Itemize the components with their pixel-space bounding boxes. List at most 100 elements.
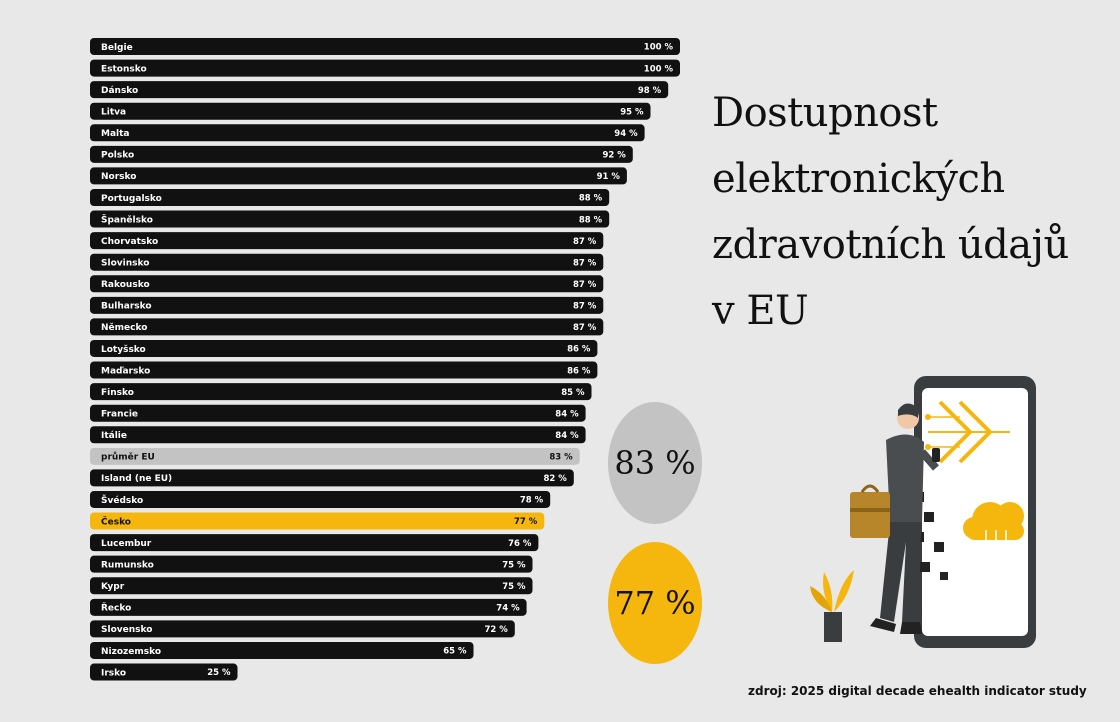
bar-label: Německo <box>101 322 147 333</box>
bar-slovinsko <box>90 253 604 271</box>
bar-label: Nizozemsko <box>101 647 161 657</box>
bar-loty-sko <box>90 339 598 357</box>
bar-label: Island (ne EU) <box>101 474 172 484</box>
bar-francie <box>90 404 586 422</box>
bar-rumunsko <box>90 555 533 573</box>
bar-value-label: 87 % <box>573 323 597 333</box>
bar-value-label: 86 % <box>567 345 591 355</box>
bar-label: Česko <box>101 515 131 527</box>
bar-value-label: 87 % <box>573 280 597 290</box>
title-line-4: v EU <box>712 288 809 334</box>
bar-value-label: 100 % <box>644 64 674 74</box>
bar-label: Malta <box>101 129 130 139</box>
bar-value-label: 91 % <box>597 172 621 182</box>
bar-value-label: 75 % <box>502 582 526 592</box>
bar-value-label: 75 % <box>502 560 526 570</box>
bar-value-label: 92 % <box>602 151 626 161</box>
bar-value-label: 72 % <box>484 625 508 635</box>
bar-value-label: 94 % <box>614 129 638 139</box>
bar-value-label: 86 % <box>567 366 591 376</box>
bar-value-label: 84 % <box>555 409 579 419</box>
bar-label: Dánsko <box>101 86 138 96</box>
bar-estonsko <box>90 59 680 77</box>
bar-label: Irsko <box>101 668 126 678</box>
bar-label: Lotyšsko <box>101 344 146 355</box>
bar-value-label: 25 % <box>207 668 231 678</box>
title-line-3: zdravotních údajů <box>712 222 1069 268</box>
bar-label: Estonsko <box>101 64 147 74</box>
bar-pr-m-r-eu <box>90 447 580 465</box>
bar-value-label: 83 % <box>549 453 573 463</box>
czechia-value: 77 % <box>614 584 696 622</box>
bar-belgie <box>90 38 680 55</box>
bar-label: Polsko <box>101 151 134 161</box>
title-line-1: Dostupnost <box>712 90 938 136</box>
bar-value-label: 85 % <box>561 388 585 398</box>
bar-litva <box>90 102 651 120</box>
bar-label: Francie <box>101 409 138 419</box>
bar-label: Portugalsko <box>101 194 162 204</box>
bar-value-label: 76 % <box>508 539 532 549</box>
source-note: zdroj: 2025 digital decade ehealth indic… <box>748 684 1087 698</box>
bar-norsko <box>90 167 627 185</box>
bar-value-label: 77 % <box>514 517 538 527</box>
bar-label: Norsko <box>101 172 136 182</box>
bar-value-label: 95 % <box>620 107 644 117</box>
cloud-icon <box>963 502 1024 550</box>
woman-with-briefcase-icon <box>850 403 940 634</box>
title-line-2: elektronických <box>712 156 1005 202</box>
bar-label: průměr EU <box>101 452 155 463</box>
bar-island-ne-eu <box>90 469 574 487</box>
bar-v-dsko <box>90 490 551 508</box>
bar-esko <box>90 512 545 530</box>
czechia-bubble: 77 % <box>608 542 702 664</box>
bar-label: Itálie <box>101 431 127 441</box>
bar-label: Maďarsko <box>101 366 150 376</box>
bar-pan-lsko <box>90 210 610 228</box>
eu-average-bubble: 83 % <box>608 402 702 524</box>
bar-value-label: 98 % <box>638 86 662 96</box>
bar-label: Bulharsko <box>101 302 152 312</box>
bar-label: Litva <box>101 108 126 118</box>
eu-average-value: 83 % <box>614 444 696 482</box>
bar-value-label: 100 % <box>644 43 674 53</box>
bar-nizozemsko <box>90 641 474 659</box>
bar-label: Rumunsko <box>101 560 154 570</box>
bar-value-label: 87 % <box>573 302 597 312</box>
illustration <box>810 376 1036 648</box>
bar-malta <box>90 124 645 142</box>
bar-lucembur <box>90 534 539 552</box>
bar-value-label: 84 % <box>555 431 579 441</box>
bar-value-label: 88 % <box>579 194 603 204</box>
bar-value-label: 74 % <box>496 604 520 614</box>
bar-value-label: 88 % <box>579 215 603 225</box>
bar-rakousko <box>90 275 604 293</box>
bar-slovensko <box>90 620 515 638</box>
bar-value-label: 65 % <box>443 647 467 657</box>
bar-kypr <box>90 577 533 595</box>
bar-label: Švédsko <box>101 494 143 506</box>
bar-label: Španělsko <box>101 213 153 225</box>
bar-value-label: 82 % <box>543 474 567 484</box>
bar-ma-arsko <box>90 361 598 379</box>
bar-chorvatsko <box>90 232 604 250</box>
bar-polsko <box>90 145 633 163</box>
bar-irsko <box>90 663 238 681</box>
chart-title: Dostupnost elektronických zdravotních úd… <box>712 80 1112 344</box>
bar-label: Řecko <box>101 602 131 614</box>
bar-value-label: 87 % <box>573 258 597 268</box>
bar-label: Slovinsko <box>101 259 149 269</box>
bar-label: Lucembur <box>101 539 152 549</box>
bar-finsko <box>90 383 592 401</box>
bar-label: Kypr <box>101 582 125 592</box>
bar-label: Slovensko <box>101 625 152 635</box>
bar-label: Belgie <box>101 43 133 53</box>
bar-it-lie <box>90 426 586 444</box>
bar-label: Finsko <box>101 388 134 398</box>
bar-n-mecko <box>90 318 604 336</box>
bar-portugalsko <box>90 188 610 206</box>
bar-label: Chorvatsko <box>101 237 158 247</box>
bar-bulharsko <box>90 296 604 314</box>
bar-value-label: 87 % <box>573 237 597 247</box>
bar-label: Rakousko <box>101 280 150 290</box>
